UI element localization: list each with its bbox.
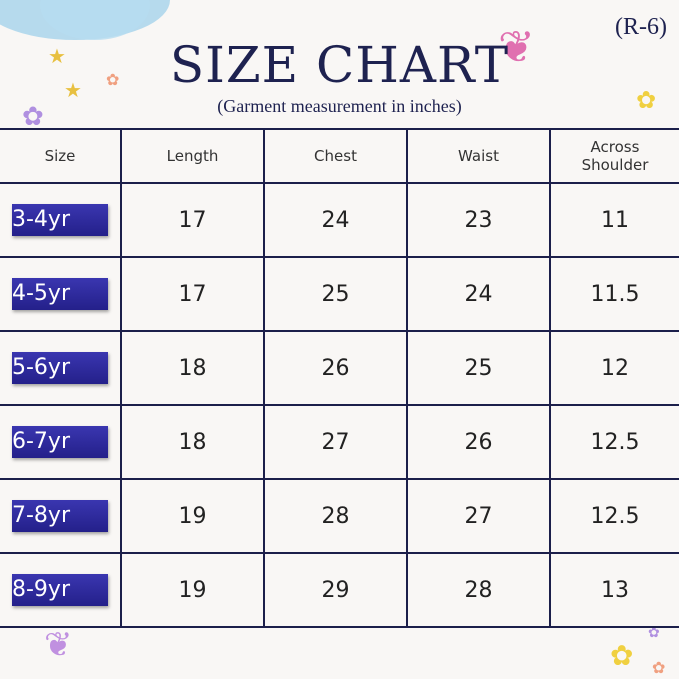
table-cell: 27 (406, 478, 551, 554)
table-cell: 6-7yr (0, 404, 122, 480)
flower-icon: ✿ (636, 86, 657, 114)
table-cell: 19 (120, 552, 265, 628)
table-header: Size Length Chest Waist Across Shoulder (0, 128, 679, 184)
size-label: 5-6yr (12, 352, 108, 384)
flower-icon: ✿ (652, 658, 666, 677)
table-cell: 27 (263, 404, 408, 480)
size-label: 4-5yr (12, 278, 108, 310)
column-header: Waist (406, 128, 551, 184)
column-header: Length (120, 128, 265, 184)
size-label: 7-8yr (12, 500, 108, 532)
table-cell: 18 (120, 404, 265, 480)
flower-icon: ✿ (610, 639, 634, 672)
table-cell: 29 (263, 552, 408, 628)
table-cell: 19 (120, 478, 265, 554)
column-header: Across Shoulder (549, 128, 679, 184)
page-subtitle: (Garment measurement in inches) (217, 96, 462, 116)
flower-icon: ✿ (648, 625, 660, 641)
table-cell: 11.5 (549, 256, 679, 332)
size-label: 8-9yr (12, 574, 108, 606)
table-row: 4-5yr 17 25 24 11.5 (0, 256, 679, 332)
table-cell: 17 (120, 256, 265, 332)
table-cell: 24 (406, 256, 551, 332)
size-label: 3-4yr (12, 204, 108, 236)
table-cell: 23 (406, 182, 551, 258)
size-table: Size Length Chest Waist Across Shoulder 3-4y… (0, 128, 679, 628)
table-cell: 26 (406, 404, 551, 480)
flower-icon: ✿ (106, 70, 120, 89)
table-cell: 11 (549, 182, 679, 258)
table-cell: 8-9yr (0, 552, 122, 628)
table-cell: 12.5 (549, 478, 679, 554)
table-cell: 28 (406, 552, 551, 628)
table-cell: 4-5yr (0, 256, 122, 332)
table-cell: 13 (549, 552, 679, 628)
table-row: 6-7yr 18 27 26 12.5 (0, 404, 679, 480)
size-label: 6-7yr (12, 426, 108, 458)
star-icon: ★ (48, 44, 66, 68)
table-cell: 24 (263, 182, 408, 258)
table-cell: 12 (549, 330, 679, 406)
table-cell: 25 (406, 330, 551, 406)
table-row: 5-6yr 18 26 25 12 (0, 330, 679, 406)
star-icon: ★ (64, 78, 82, 102)
table-cell: 12.5 (549, 404, 679, 480)
table-cell: 28 (263, 478, 408, 554)
table-cell: 18 (120, 330, 265, 406)
table-cell: 17 (120, 182, 265, 258)
table-cell: 7-8yr (0, 478, 122, 554)
table-row: 8-9yr 19 29 28 13 (0, 552, 679, 628)
column-header: Chest (263, 128, 408, 184)
page-title: SIZE CHART (169, 36, 510, 94)
table-cell: 25 (263, 256, 408, 332)
flower-icon: ✿ (22, 102, 44, 132)
table-cell: 26 (263, 330, 408, 406)
butterfly-icon: ❦ (498, 22, 535, 73)
table-row: 3-4yr 17 24 23 11 (0, 182, 679, 258)
table-cell: 5-6yr (0, 330, 122, 406)
table-cell: 3-4yr (0, 182, 122, 258)
column-header: Size (0, 128, 122, 184)
product-code: (R-6) (615, 14, 667, 40)
butterfly-icon: ❦ (44, 625, 73, 665)
table-row: 7-8yr 19 28 27 12.5 (0, 478, 679, 554)
